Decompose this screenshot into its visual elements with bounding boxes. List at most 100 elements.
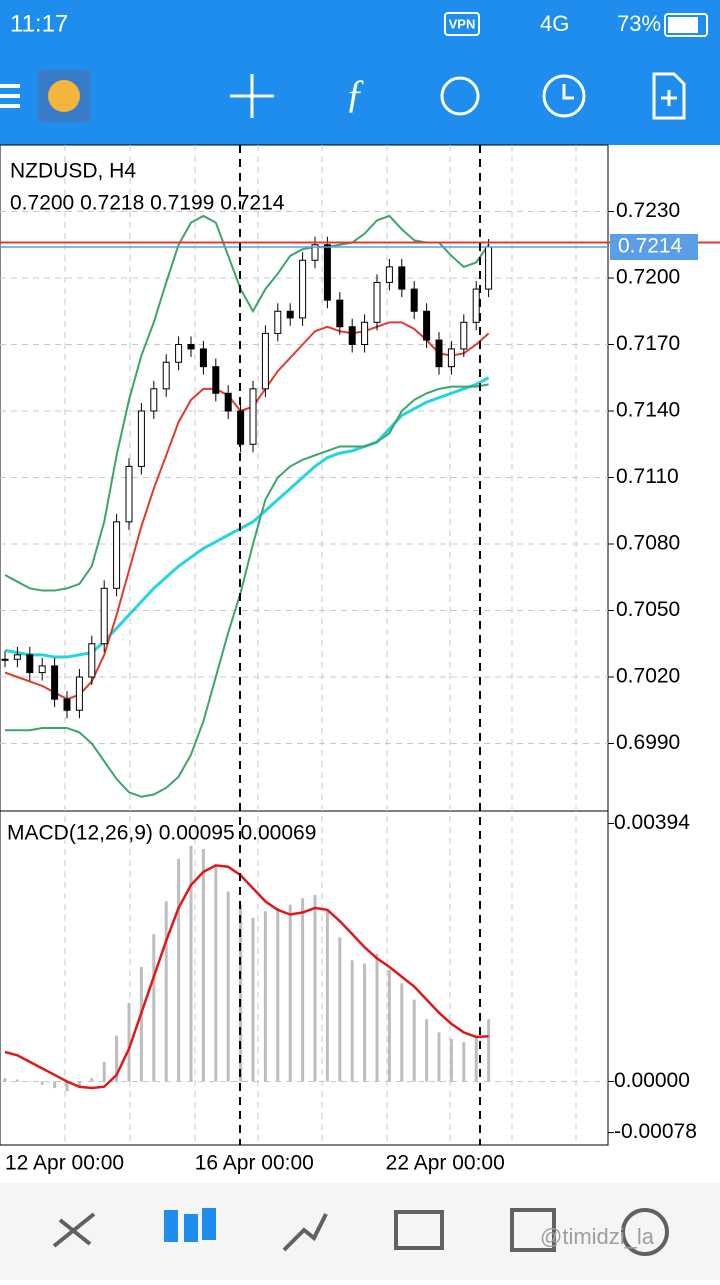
x-tick-label: 16 Apr 00:00: [195, 1152, 314, 1175]
y-tick-label: 0.7230: [616, 199, 680, 222]
candle: [75, 676, 83, 711]
chat-tab[interactable]: [621, 1208, 669, 1256]
candle: [472, 288, 480, 323]
bottom-nav: [0, 1183, 720, 1280]
macd-bar: [15, 1079, 19, 1082]
macd-bar: [350, 960, 354, 1082]
macd-bar: [53, 1081, 57, 1089]
vpn: VPN: [449, 16, 476, 31]
history-tab[interactable]: [394, 1210, 444, 1250]
battery-fill: [668, 17, 698, 33]
macd-bar: [226, 891, 230, 1082]
trade-tab[interactable]: [282, 1213, 328, 1252]
trade-icon[interactable]: [440, 76, 480, 116]
candle: [435, 339, 443, 368]
y-tick-label: 0.6990: [616, 731, 680, 754]
y-tick-label: 0.7170: [616, 332, 680, 355]
candle: [13, 654, 21, 660]
indicators-icon[interactable]: ƒ: [345, 71, 365, 116]
ohlc: 0.7200 0.7218 0.7199 0.7214: [10, 192, 285, 215]
candle: [485, 246, 493, 290]
macd-bar: [152, 934, 156, 1082]
symbol: NZDUSD, H4: [10, 160, 136, 183]
y-tick-label: 0.7050: [616, 598, 680, 621]
indicator-line: [4, 376, 490, 659]
macd-bar: [387, 970, 391, 1082]
indicator-line: [4, 214, 490, 592]
new-order-icon[interactable]: [652, 72, 686, 120]
candle: [150, 388, 158, 412]
macd-bar: [474, 1035, 478, 1082]
y-tick-label: -0.00078: [614, 1120, 697, 1143]
candle: [88, 643, 96, 678]
candle: [162, 361, 170, 390]
indicator-line: [5, 383, 489, 798]
y-tick-label: 0.00394: [614, 811, 690, 834]
candle: [385, 266, 393, 283]
macd-bar: [214, 865, 218, 1082]
vpn-box: [444, 12, 480, 36]
crosshair-icon[interactable]: [230, 74, 274, 118]
macd-bar: [400, 983, 404, 1082]
macd-bar: [449, 1038, 453, 1082]
macd-bar: [201, 849, 205, 1082]
macd-bar: [288, 904, 292, 1082]
macd-bar: [363, 963, 367, 1082]
macd-bar: [301, 898, 305, 1082]
macd-bar: [3, 1078, 7, 1082]
candle: [1, 658, 9, 661]
macd-bar: [375, 953, 379, 1082]
macd-bar: [263, 911, 267, 1082]
y-tick-label: 0.7080: [616, 532, 680, 555]
battery-text: 73%: [617, 11, 661, 36]
macd-bar: [28, 1081, 32, 1082]
candle: [398, 266, 406, 290]
x-tick-label: 12 Apr 00:00: [5, 1152, 124, 1175]
candle: [51, 665, 59, 700]
candle: [323, 244, 331, 301]
macd-bar: [487, 1019, 491, 1082]
macd-bar: [115, 1035, 119, 1082]
logo-mark: [48, 80, 80, 112]
candle: [137, 410, 145, 467]
candle: [113, 521, 121, 589]
bid-label-bg: [610, 233, 698, 260]
macd-bar: [239, 904, 243, 1082]
candle: [361, 321, 369, 346]
macd-bar: [338, 937, 342, 1082]
candle: [311, 244, 319, 261]
quotes-tab[interactable]: [52, 1212, 96, 1248]
candle: [373, 281, 381, 323]
bid-label: 0.7214: [618, 235, 683, 258]
y-tick-label: 0.7110: [616, 465, 679, 488]
macd-bar: [313, 894, 317, 1082]
y-tick-label: 0.7140: [616, 399, 680, 422]
candle: [125, 465, 133, 523]
menu-icon[interactable]: [0, 84, 20, 108]
y-tick-label: 0.7200: [616, 266, 680, 289]
network: 4G: [540, 11, 569, 36]
candle: [212, 366, 220, 394]
macd-bar: [462, 1042, 466, 1082]
chart-tab[interactable]: [164, 1208, 216, 1242]
y-tick-label: 0.7020: [616, 665, 680, 688]
watermark: @timidzi_la: [540, 1224, 655, 1249]
macd-bar: [177, 858, 181, 1082]
candle: [460, 321, 468, 350]
news-tab[interactable]: [510, 1208, 556, 1252]
candle: [199, 348, 207, 368]
candle: [336, 299, 344, 328]
macd-bar: [164, 901, 168, 1082]
macd-bar: [189, 845, 193, 1082]
macd-bar: [77, 1081, 81, 1087]
candle: [26, 654, 34, 674]
macd-title: MACD(12,26,9) 0.00095 0.00069: [7, 822, 316, 845]
candle: [249, 388, 257, 445]
macd-bar: [425, 1019, 429, 1082]
period-icon[interactable]: [542, 74, 586, 118]
macd-bar: [65, 1081, 69, 1092]
status-time: 11:17: [10, 10, 68, 37]
macd-bar: [139, 966, 143, 1082]
